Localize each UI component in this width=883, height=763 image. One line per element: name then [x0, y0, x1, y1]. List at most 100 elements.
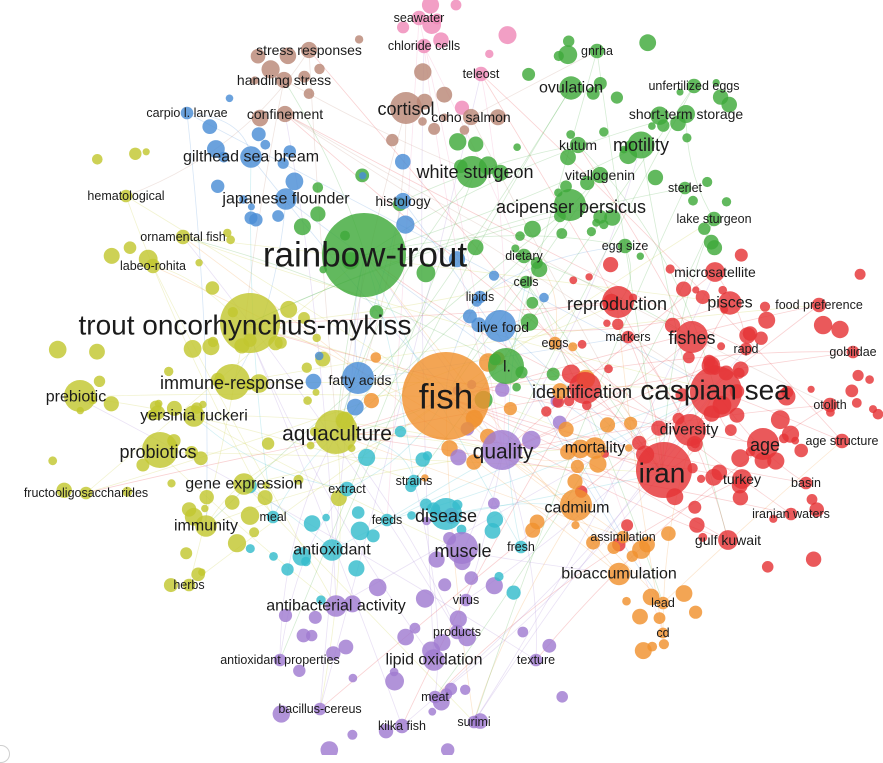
node-surimi[interactable] — [467, 715, 481, 729]
label-antibacterial-activity[interactable]: antibacterial activity — [266, 598, 406, 615]
label-stress-responses[interactable]: stress responses — [256, 42, 362, 58]
node-lipid-oxidation[interactable] — [423, 649, 445, 671]
label-caspian-sea[interactable]: caspian sea — [640, 375, 790, 406]
label-basin[interactable]: basin — [791, 476, 821, 490]
label-turkey[interactable]: turkey — [723, 471, 761, 487]
label-kilka-fish[interactable]: kilka fish — [378, 719, 426, 733]
node-immune-response[interactable] — [214, 364, 250, 400]
node-lead[interactable] — [656, 596, 670, 610]
label-immunity[interactable]: immunity — [174, 518, 238, 535]
label-feeds[interactable]: feeds — [372, 513, 403, 527]
label-fresh[interactable]: fresh — [507, 540, 535, 554]
label-quality[interactable]: quality — [473, 441, 534, 464]
node-lake-sturgeon[interactable] — [706, 211, 722, 227]
label-disease[interactable]: disease — [415, 506, 477, 526]
node-fatty-acids[interactable] — [342, 362, 374, 394]
node-teleost[interactable] — [473, 66, 489, 82]
label-texture[interactable]: texture — [517, 653, 555, 667]
node-lipids[interactable] — [473, 290, 487, 304]
label-motility[interactable]: motility — [613, 135, 669, 155]
node-probiotics[interactable] — [142, 432, 178, 468]
node-vitellogenin[interactable] — [591, 166, 609, 184]
node-markers[interactable] — [621, 330, 635, 344]
node-live-food[interactable] — [484, 310, 516, 342]
node-cells[interactable] — [519, 275, 533, 289]
node-motility[interactable] — [627, 131, 655, 159]
label-probiotics[interactable]: probiotics — [119, 442, 196, 462]
label-fish[interactable]: fish — [419, 378, 473, 417]
node-handling-stress[interactable] — [275, 71, 293, 89]
label-seawater[interactable]: seawater — [394, 11, 445, 25]
node-rainbow-trout[interactable] — [322, 213, 406, 297]
node-meat[interactable] — [428, 690, 442, 704]
label-meal[interactable]: meal — [259, 510, 286, 524]
label-antioxidant[interactable]: antioxidant — [293, 542, 371, 559]
node-eggs[interactable] — [548, 336, 562, 350]
node-texture[interactable] — [529, 653, 543, 667]
label-cells[interactable]: cells — [513, 275, 538, 289]
node-gobiidae[interactable] — [846, 345, 860, 359]
node-aquaculture[interactable] — [314, 410, 358, 454]
node-age[interactable] — [747, 428, 779, 460]
label-iranian-waters[interactable]: iranian waters — [752, 507, 830, 521]
label-bioaccumulation[interactable]: bioaccumulation — [561, 566, 677, 583]
label-hematological[interactable]: hematological — [87, 189, 164, 203]
node-strains[interactable] — [407, 474, 421, 488]
label-teleost[interactable]: teleost — [463, 67, 500, 81]
node-histology[interactable] — [394, 192, 412, 210]
label-surimi[interactable]: surimi — [457, 715, 490, 729]
node-identification[interactable] — [569, 372, 601, 404]
node-l[interactable] — [488, 348, 524, 384]
label-fatty-acids[interactable]: fatty acids — [328, 372, 391, 388]
node-kilka-fish[interactable] — [394, 718, 410, 734]
label-rainbow-trout[interactable]: rainbow-trout — [263, 236, 468, 275]
label-unfertilized-eggs[interactable]: unfertilized eggs — [648, 79, 739, 93]
node-fresh[interactable] — [514, 540, 528, 554]
label-egg-size[interactable]: egg size — [602, 239, 649, 253]
node-rapd[interactable] — [739, 342, 753, 356]
node-hematological[interactable] — [119, 189, 133, 203]
label-handling-stress[interactable]: handling stress — [237, 72, 331, 88]
node-pisces[interactable] — [718, 291, 742, 315]
label-acipenser-persicus[interactable]: acipenser persicus — [496, 197, 646, 217]
label-markers[interactable]: markers — [605, 330, 650, 344]
label-l[interactable]: l. — [503, 359, 511, 376]
node-confinement[interactable] — [276, 105, 294, 123]
label-eggs[interactable]: eggs — [541, 336, 568, 350]
node-immunity[interactable] — [195, 515, 217, 537]
node-kutum[interactable] — [569, 136, 587, 154]
node-yersinia-ruckeri[interactable] — [183, 405, 205, 427]
node-antioxidant-properties[interactable] — [273, 653, 287, 667]
label-assimilation[interactable]: assimilation — [590, 530, 655, 544]
node-herbs[interactable] — [182, 578, 196, 592]
label-japanese-flounder[interactable]: japanese flounder — [221, 191, 350, 208]
label-gulf-kuwait[interactable]: gulf kuwait — [695, 532, 761, 548]
node-disease[interactable] — [430, 498, 462, 530]
label-age[interactable]: age — [750, 435, 780, 455]
node-ovulation[interactable] — [559, 76, 583, 100]
label-lipids[interactable]: lipids — [466, 290, 495, 304]
label-food-preference[interactable]: food preference — [775, 298, 863, 312]
label-short-term-storage[interactable]: short-term storage — [629, 106, 744, 122]
label-otolith[interactable]: otolith — [813, 398, 846, 412]
label-lake-sturgeon[interactable]: lake sturgeon — [676, 212, 751, 226]
label-aquaculture[interactable]: aquaculture — [282, 423, 392, 446]
node-antioxidant[interactable] — [321, 539, 343, 561]
node-short-term-storage[interactable] — [677, 105, 695, 123]
label-mortality[interactable]: mortality — [565, 440, 625, 457]
node-caspian-sea[interactable] — [690, 366, 742, 418]
label-white-sturgeon[interactable]: white sturgeon — [415, 162, 533, 182]
label-live-food[interactable]: live food — [477, 319, 529, 335]
label-reproduction[interactable]: reproduction — [567, 294, 667, 314]
node-iran[interactable] — [636, 442, 692, 498]
label-rapd[interactable]: rapd — [733, 342, 758, 356]
label-herbs[interactable]: herbs — [173, 578, 204, 592]
node-coho-salmon[interactable] — [462, 108, 480, 126]
label-prebiotic[interactable]: prebiotic — [46, 389, 106, 406]
label-gnrha[interactable]: gnrha — [581, 44, 613, 58]
node-reproduction[interactable] — [602, 286, 634, 318]
node-fishes[interactable] — [676, 321, 708, 353]
node-unfertilized-eggs[interactable] — [686, 78, 702, 94]
node-bioaccumulation[interactable] — [607, 562, 631, 586]
